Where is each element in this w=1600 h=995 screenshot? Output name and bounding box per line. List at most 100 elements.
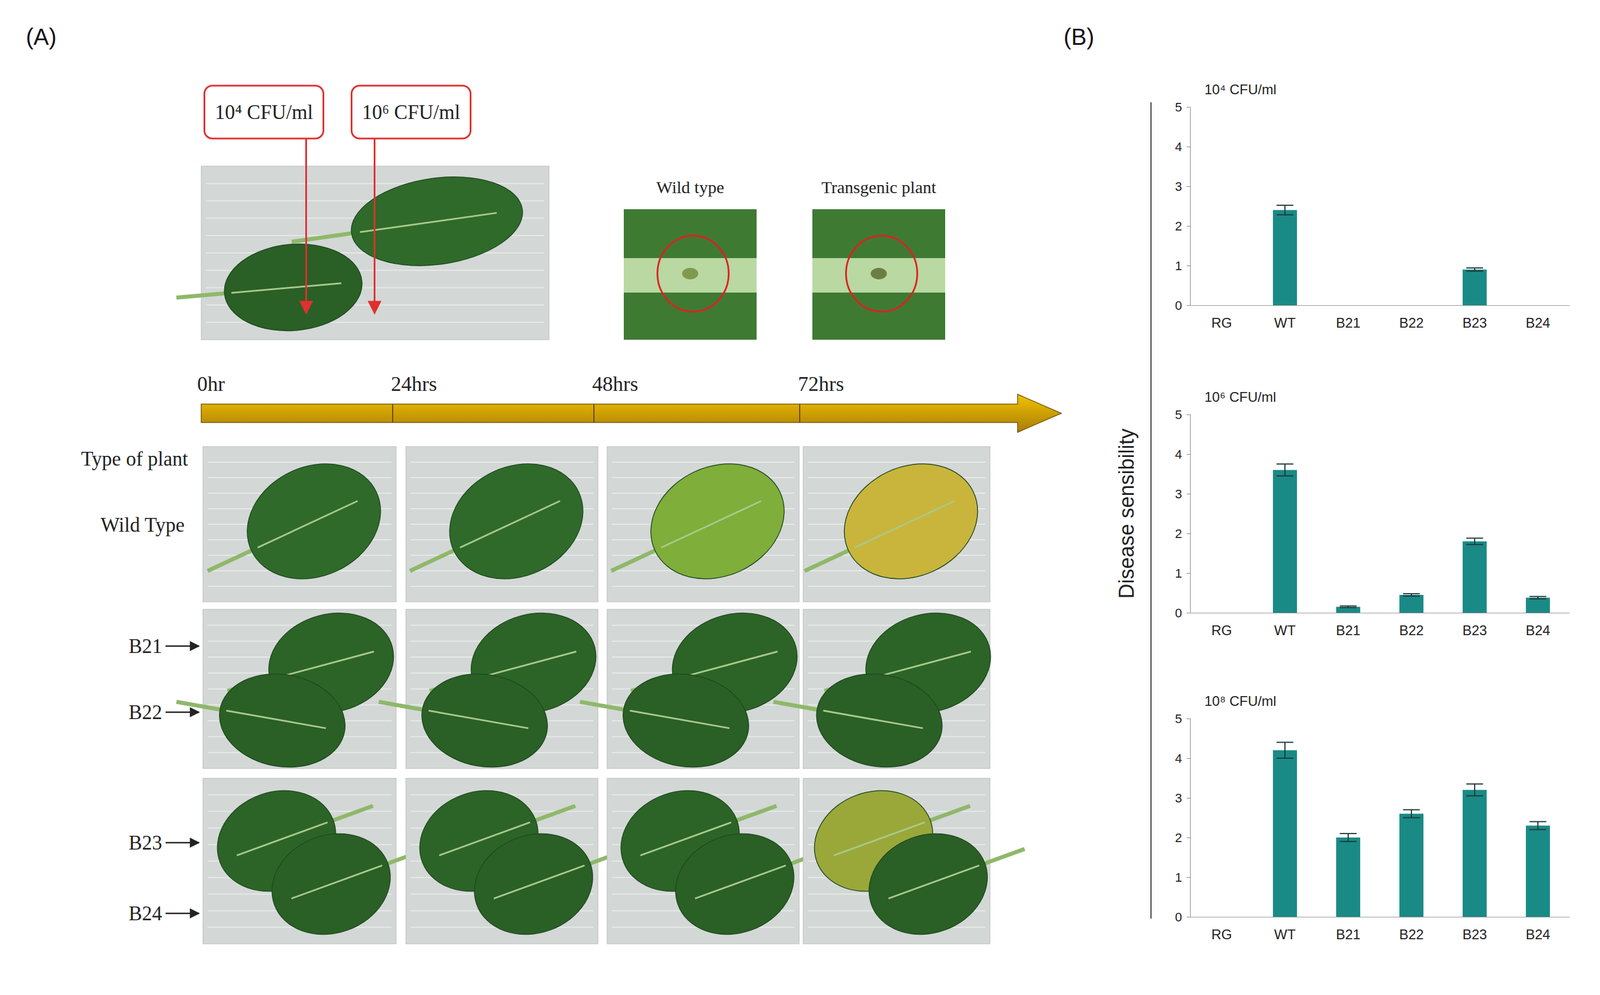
tick-label: 0	[1175, 298, 1183, 313]
error-cap	[1466, 795, 1483, 797]
closeup-photo	[812, 209, 946, 340]
error-cap	[1529, 820, 1546, 823]
tick-label: B24	[1525, 926, 1551, 943]
bar	[1462, 541, 1487, 613]
row-arrow	[165, 842, 199, 844]
plot-area	[1272, 205, 1487, 306]
tick-mark	[1186, 837, 1191, 839]
tick: 0	[1175, 605, 1191, 621]
error-cap	[1339, 605, 1357, 607]
tick-label: B23	[1462, 315, 1488, 331]
tick-label: B22	[1399, 622, 1425, 639]
timeline-divider	[392, 404, 394, 423]
error-cap	[1529, 829, 1546, 831]
timeline-divider	[593, 404, 595, 423]
error-cap	[1339, 607, 1357, 609]
bar-chart: 012345RGWTB21B22B23B2410⁶ CFU/mlDisease …	[1114, 389, 1571, 639]
panel-label: (A)	[25, 24, 57, 50]
tick-mark	[1186, 916, 1191, 918]
leaf-midrib	[888, 865, 980, 899]
chart-title: 10⁴ CFU/ml	[1204, 81, 1277, 98]
y-axis: 012345	[1175, 407, 1191, 621]
tick: B24	[1525, 916, 1551, 943]
tick: B22	[1399, 916, 1425, 943]
y-axis-title: Disease sensibility	[1114, 428, 1139, 599]
error-cap	[1276, 214, 1293, 216]
tray-ridge	[807, 461, 986, 463]
tick-label: B21	[1336, 622, 1361, 639]
chart-title: 10⁸ CFU/ml	[1204, 693, 1277, 709]
leaf	[588, 442, 804, 621]
bar	[1209, 916, 1234, 918]
plot-area	[1272, 742, 1550, 917]
tick-label: 3	[1175, 486, 1183, 502]
error-bar	[1402, 810, 1420, 819]
leaf-midrib	[661, 501, 762, 548]
leaf-midrib	[478, 651, 577, 679]
error-cap	[1276, 741, 1293, 743]
tick-label: 4	[1175, 447, 1183, 462]
error-bar	[1529, 821, 1546, 830]
x-axis: RGWTB21B22B23B24	[1190, 612, 1571, 639]
tick: 4	[1175, 139, 1191, 155]
error-cap	[1276, 463, 1293, 465]
tick: 2	[1175, 219, 1191, 234]
row-arrow	[165, 645, 199, 648]
tick-label: WT	[1274, 926, 1296, 943]
bar	[1272, 750, 1298, 917]
error-bar	[1466, 784, 1483, 797]
leaf-midrib	[493, 865, 585, 899]
row-arrow	[165, 912, 199, 915]
row-header: Type of plant	[81, 447, 188, 471]
leaf	[184, 442, 400, 621]
tick: B22	[1399, 305, 1425, 331]
tick: 5	[1175, 100, 1191, 115]
tick-label: 0	[1175, 910, 1183, 925]
error-stem	[1284, 205, 1286, 216]
pointer-arrow	[305, 138, 308, 314]
tray-ridge	[410, 585, 594, 587]
tick: 0	[1175, 910, 1191, 925]
leaf-blade	[212, 664, 353, 778]
tick-label: B21	[1336, 315, 1361, 331]
y-axis: 012345	[1175, 100, 1191, 313]
tick: B23	[1462, 916, 1488, 943]
row-label: B23	[128, 831, 163, 855]
tick-label: 4	[1175, 751, 1183, 766]
tick: 5	[1175, 711, 1191, 727]
leaf	[572, 656, 757, 777]
panel-divider	[1150, 102, 1152, 919]
error-bar	[1529, 596, 1546, 600]
bar	[1336, 607, 1361, 613]
tick-label: 5	[1175, 711, 1183, 727]
tick-mark	[1186, 797, 1191, 799]
tick: RG	[1211, 612, 1233, 639]
bar-chart: 012345RGWTB21B22B23B2410⁴ CFU/ml	[1175, 81, 1571, 331]
tray-ridge	[611, 461, 795, 463]
tick: 3	[1175, 179, 1191, 194]
x-axis: RGWTB21B22B23B24	[1190, 916, 1571, 943]
row-label: B21	[128, 635, 163, 658]
bar	[1336, 305, 1361, 306]
chart-title: 10⁶ CFU/ml	[1204, 389, 1277, 405]
timeline-label: 24hrs	[390, 372, 437, 396]
error-cap	[1402, 595, 1420, 597]
leaf-blade	[854, 817, 1002, 951]
axis-line	[1186, 107, 1191, 306]
leaf-midrib	[873, 651, 972, 679]
lesion	[682, 267, 699, 280]
leaf-blade	[345, 166, 529, 276]
tick: WT	[1274, 305, 1296, 331]
tick-mark	[1186, 758, 1191, 759]
tray-ridge	[807, 585, 986, 587]
tick: WT	[1274, 916, 1296, 943]
tick-mark	[1186, 877, 1191, 878]
closeup-midrib	[623, 258, 757, 293]
bar	[1525, 597, 1550, 613]
error-cap	[1339, 841, 1357, 843]
row-arrow	[165, 711, 199, 714]
tick: RG	[1211, 916, 1233, 943]
tick-mark	[1186, 454, 1191, 455]
tick: 0	[1175, 298, 1191, 313]
error-bar	[1466, 538, 1483, 545]
